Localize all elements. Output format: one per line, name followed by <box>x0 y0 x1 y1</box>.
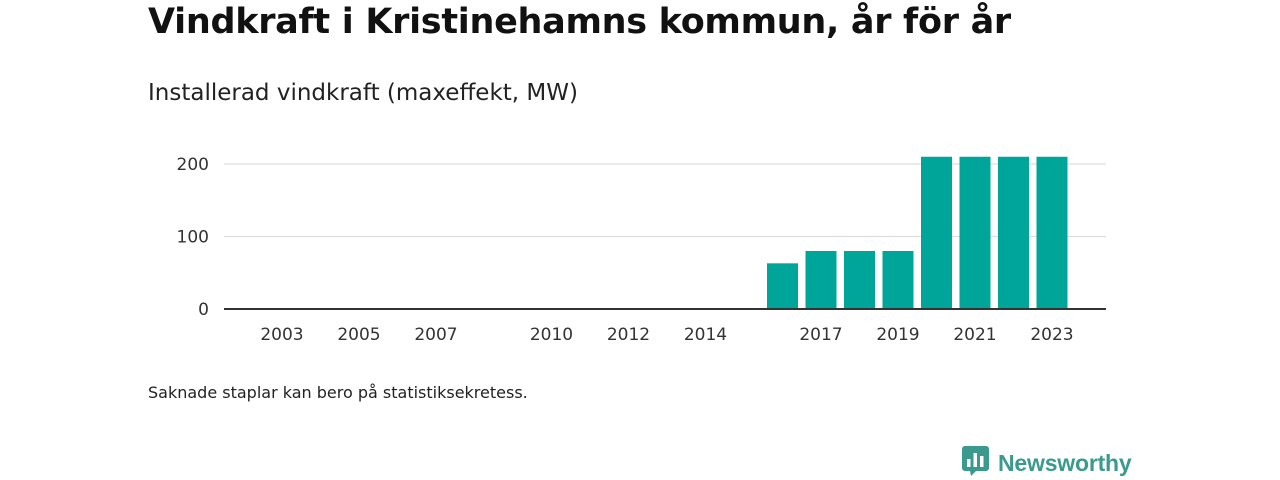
footnote: Saknade staplar kan bero på statistiksek… <box>148 383 528 402</box>
x-axis-ticks: 2003 2005 2007 2010 2012 2014 2017 2019 2021 2023 <box>260 325 1073 345</box>
y-tick-label: 0 <box>198 300 209 320</box>
chart-subtitle: Installerad vindkraft (maxeffekt, MW) <box>148 80 578 106</box>
newsworthy-logo-icon <box>962 446 990 480</box>
bar-chart: 0 100 200 2003 2005 2007 2010 2012 2014 2017 2019… <box>177 155 1106 345</box>
bar-2022 <box>998 156 1029 309</box>
x-tick-label: 2005 <box>337 325 380 345</box>
brand-logo[interactable]: Newsworthy <box>962 446 1132 480</box>
bar-2020 <box>921 156 952 309</box>
bar-2023 <box>1036 156 1068 309</box>
y-tick-label: 100 <box>177 228 209 248</box>
x-tick-label: 2007 <box>414 325 457 345</box>
x-tick-label: 2021 <box>953 325 996 345</box>
x-tick-label: 2023 <box>1030 325 1073 345</box>
x-tick-label: 2003 <box>260 325 303 345</box>
x-tick-label: 2012 <box>607 325 650 345</box>
y-axis-ticks: 0 100 200 <box>177 155 209 320</box>
brand-name: Newsworthy <box>998 449 1132 476</box>
x-tick-label: 2014 <box>684 325 727 345</box>
x-tick-label: 2010 <box>530 325 573 345</box>
x-tick-label: 2019 <box>876 325 919 345</box>
chart-title: Vindkraft i Kristinehamns kommun, år för… <box>148 2 1011 42</box>
bar-2019 <box>882 251 914 309</box>
grid-lines <box>224 163 1106 238</box>
bar-2017 <box>805 251 837 309</box>
bar-2021 <box>959 156 991 309</box>
x-tick-label: 2017 <box>799 325 842 345</box>
bars <box>767 156 1068 309</box>
bar-2018 <box>844 251 875 309</box>
y-tick-label: 200 <box>177 155 209 175</box>
bar-2016 <box>767 263 798 309</box>
